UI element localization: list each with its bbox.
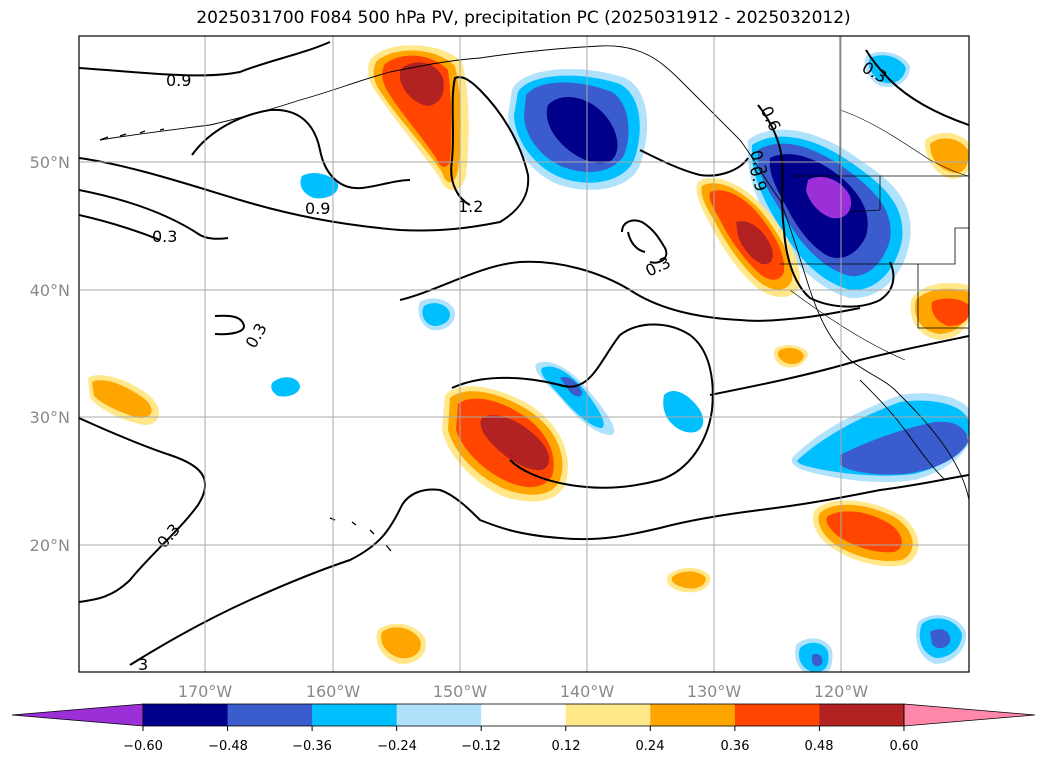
lon-label-120w: 120°W: [814, 682, 869, 701]
colorbar-segment: [312, 704, 398, 726]
contour-label: 0.9: [166, 71, 191, 90]
colorbar-label: 0.12: [552, 739, 581, 754]
lat-label-40n: 40°N: [30, 281, 70, 300]
gridlines: [79, 36, 969, 672]
lon-label-150w: 150°W: [433, 682, 488, 701]
lon-label-170w: 170°W: [178, 682, 233, 701]
colorbar-segment: [227, 704, 313, 726]
map-title: 2025031700 F084 500 hPa PV, precipitatio…: [196, 8, 851, 28]
colorbar-labels: −0.60 −0.48 −0.36 −0.24 −0.12 0.12 0.24 …: [123, 739, 918, 754]
colorbar-label: 0.60: [890, 739, 919, 754]
colorbar-segment: [143, 704, 229, 726]
map-frame: [78, 35, 970, 673]
precip-shading: [88, 45, 969, 672]
lat-label-50n: 50°N: [30, 153, 70, 172]
colorbar-label: −0.60: [123, 739, 163, 754]
lat-label-30n: 30°N: [30, 408, 70, 427]
pv-contours: [79, 41, 969, 666]
contour-label: 1.2: [458, 197, 483, 216]
lat-label-20n: 20°N: [30, 536, 70, 555]
colorbar-segment: [819, 704, 905, 726]
colorbar-label: 0.24: [636, 739, 665, 754]
contour-label: 3: [138, 655, 148, 674]
colorbar-segment: [565, 704, 651, 726]
colorbar-label: 0.36: [721, 739, 750, 754]
colorbar-frame: [142, 703, 905, 727]
longitude-labels: 170°W 160°W 150°W 140°W 130°W 120°W: [178, 682, 869, 701]
colorbar-segment: [650, 704, 736, 726]
colorbar-segment: [481, 704, 567, 726]
lon-label-140w: 140°W: [560, 682, 615, 701]
contour-label: 0.3: [152, 227, 177, 246]
contour-label: 0.9: [305, 199, 330, 218]
colorbar: [11, 703, 1036, 731]
colorbar-label: −0.36: [292, 739, 332, 754]
colorbar-label: −0.12: [461, 739, 501, 754]
colorbar-label: −0.48: [208, 739, 248, 754]
lon-label-130w: 130°W: [687, 682, 742, 701]
latitude-labels: 50°N 40°N 30°N 20°N: [30, 153, 70, 555]
colorbar-extend-low: [11, 703, 144, 727]
colorbar-label: 0.48: [805, 739, 834, 754]
colorbar-segment: [734, 704, 820, 726]
lon-label-160w: 160°W: [306, 682, 361, 701]
colorbar-segment: [396, 704, 482, 726]
colorbar-extend-high: [903, 703, 1036, 727]
colorbar-label: −0.24: [377, 739, 417, 754]
